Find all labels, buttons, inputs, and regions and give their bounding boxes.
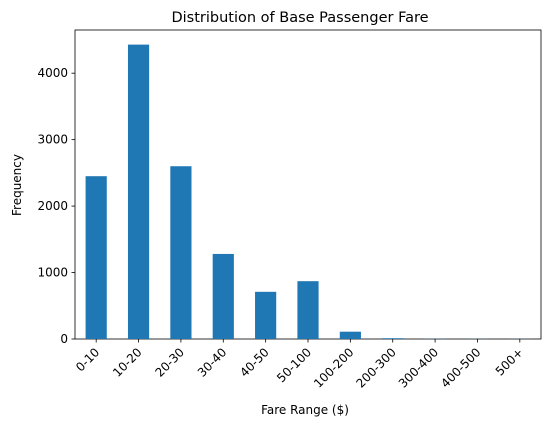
bar-200-300	[382, 338, 404, 339]
x-tick-label: 20-30	[152, 345, 187, 380]
x-tick-label: 300-400	[396, 345, 441, 390]
x-tick-label: 10-20	[110, 345, 145, 380]
y-axis: 0 1000 2000 3000 4000	[37, 66, 75, 346]
bar-40-50	[255, 291, 277, 339]
chart-title: Distribution of Base Passenger Fare	[171, 10, 428, 26]
bar-30-40	[212, 253, 234, 339]
bar-50-100	[297, 281, 319, 339]
bar-10-20	[127, 44, 150, 339]
x-tick-label: 30-40	[195, 345, 230, 380]
x-axis-title: Fare Range ($)	[261, 403, 349, 417]
x-tick-label: 0-10	[73, 345, 102, 374]
y-tick-label: 2000	[37, 199, 68, 213]
x-tick-label: 40-50	[237, 345, 272, 380]
y-tick-label: 3000	[37, 133, 68, 147]
bar-20-30	[170, 166, 192, 339]
x-tick-label: 100-200	[311, 345, 356, 390]
x-tick-label: 500+	[493, 345, 526, 378]
bar-100-200	[339, 331, 361, 339]
x-axis: 0-10 10-20 20-30 30-40 40-50 50-100100-200200…	[73, 339, 526, 391]
y-tick-label: 1000	[37, 266, 68, 280]
y-tick-label: 0	[60, 332, 68, 346]
bars-group	[85, 44, 531, 339]
x-tick-label: 50-100	[274, 345, 314, 385]
y-axis-title: Frequency	[10, 154, 24, 216]
x-tick-label: 400-500	[438, 345, 483, 390]
x-tick-label: 200-300	[353, 345, 398, 390]
bar-0-10	[85, 176, 107, 339]
y-tick-label: 4000	[37, 66, 68, 80]
